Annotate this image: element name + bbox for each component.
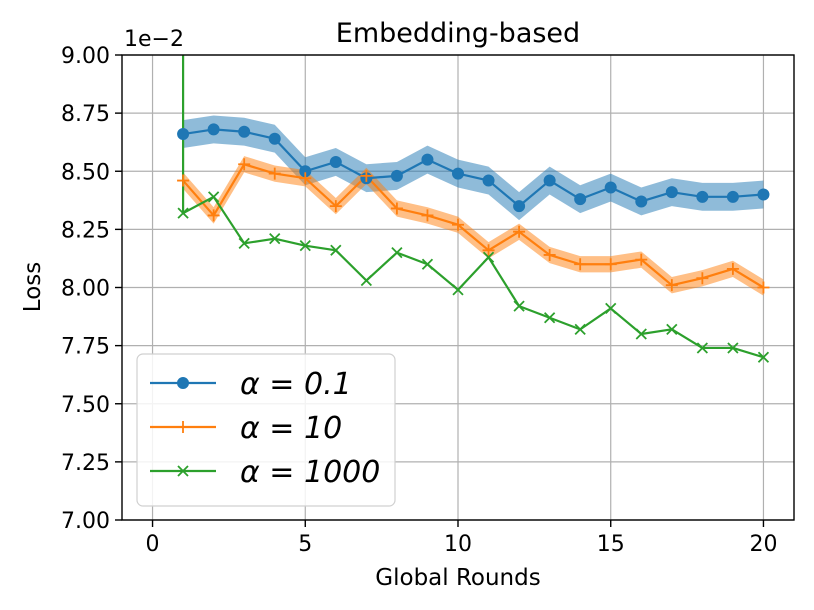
- data-point: [727, 342, 739, 354]
- x-axis: 0 5 10 15 20: [146, 520, 777, 557]
- data-point: [635, 195, 648, 208]
- x-tick-label: 20: [749, 532, 777, 557]
- data-point: [268, 167, 281, 180]
- data-point: [329, 155, 342, 168]
- legend: α = 0.1 α = 10 α = 1000: [136, 353, 396, 507]
- data-point: [452, 218, 464, 231]
- data-point: [513, 225, 526, 238]
- data-point: [391, 246, 403, 259]
- data-point: [238, 237, 250, 249]
- data-point: [757, 281, 770, 294]
- data-point: [269, 233, 281, 245]
- data-point: [482, 244, 495, 257]
- data-point: [543, 248, 556, 261]
- x-tick-label: 15: [597, 532, 625, 557]
- data-point: [360, 169, 373, 182]
- data-point: [726, 190, 739, 203]
- y-tick-label: 7.75: [61, 335, 110, 360]
- data-point: [574, 323, 586, 335]
- x-tick-label: 10: [444, 532, 472, 557]
- y-tick-label: 7.25: [61, 451, 110, 476]
- y-tick-label: 8.75: [61, 102, 110, 127]
- x-axis-label: Global Rounds: [375, 565, 540, 591]
- data-point: [268, 132, 281, 145]
- x-tick-label: 0: [146, 532, 160, 557]
- data-point: [726, 262, 739, 275]
- y-tick-label: 8.00: [61, 277, 110, 302]
- data-point: [757, 351, 770, 363]
- y-tick-label: 7.50: [61, 393, 110, 418]
- y-axis-label: Loss: [20, 262, 46, 312]
- legend-marker: [177, 421, 189, 433]
- data-point: [543, 174, 556, 187]
- data-point: [390, 169, 403, 182]
- y-offset-label: 1e−2: [124, 27, 184, 52]
- data-point: [696, 272, 709, 285]
- data-point: [696, 190, 709, 203]
- data-point: [207, 209, 220, 222]
- data-point: [238, 125, 251, 138]
- data-point: [330, 244, 342, 256]
- y-tick-label: 8.25: [61, 218, 110, 243]
- data-point: [604, 258, 617, 271]
- data-point: [177, 128, 190, 141]
- data-point: [390, 202, 403, 215]
- data-point: [696, 342, 709, 354]
- data-point: [482, 251, 495, 263]
- data-point: [665, 279, 678, 292]
- legend-label: α = 10: [240, 411, 342, 446]
- data-point: [238, 158, 251, 171]
- y-axis: 7.00 7.25 7.50 7.75 8.00 8.25 8.50 8.75 9.00: [61, 44, 122, 534]
- chart-title: Embedding-based: [336, 18, 580, 49]
- data-point: [666, 323, 678, 335]
- data-point: [421, 209, 434, 222]
- data-point: [421, 153, 434, 166]
- data-point: [207, 191, 220, 203]
- data-point: [360, 274, 373, 287]
- data-point: [543, 312, 556, 324]
- data-point: [299, 240, 311, 252]
- x-tick-label: 5: [298, 532, 312, 557]
- data-point: [482, 174, 495, 187]
- data-point: [329, 200, 342, 213]
- data-point: [574, 258, 587, 271]
- y-tick-label: 7.00: [61, 509, 110, 534]
- data-point: [299, 172, 312, 185]
- data-point: [513, 300, 525, 312]
- data-point: [452, 284, 464, 296]
- data-point: [757, 188, 770, 201]
- data-point: [513, 200, 526, 213]
- legend-marker: [177, 377, 189, 389]
- series-band-1: [183, 156, 764, 296]
- data-point: [177, 174, 190, 187]
- y-tick-label: 8.50: [61, 160, 110, 185]
- data-point: [207, 123, 220, 136]
- legend-marker: [177, 465, 189, 477]
- data-point: [635, 253, 648, 266]
- series-band-0: [183, 115, 764, 221]
- confidence-bands: [183, 115, 764, 296]
- data-point: [635, 328, 647, 340]
- data-point: [177, 207, 189, 219]
- y-tick-label: 9.00: [61, 44, 110, 69]
- legend-label: α = 0.1: [240, 367, 352, 402]
- data-point: [421, 258, 434, 270]
- legend-box: [136, 353, 396, 507]
- data-point: [605, 302, 617, 315]
- data-point: [574, 193, 587, 206]
- data-point: [604, 181, 617, 194]
- data-point: [452, 167, 464, 180]
- legend-label: α = 1000: [240, 455, 380, 490]
- series-markers: [177, 123, 770, 363]
- data-point: [665, 186, 678, 199]
